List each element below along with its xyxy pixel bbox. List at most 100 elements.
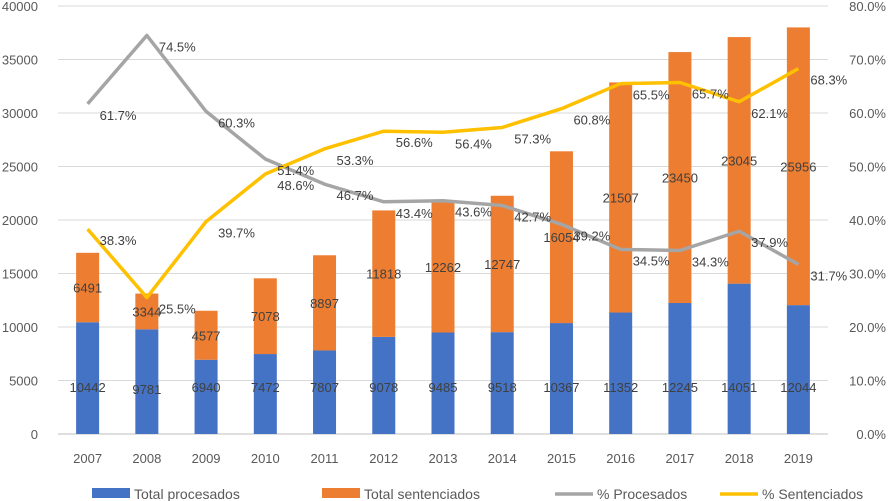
x-tick-label: 2019 — [784, 451, 813, 466]
line-value-label: 74.5% — [159, 39, 196, 54]
bar-sentenciados — [490, 195, 514, 333]
x-tick-label: 2007 — [73, 451, 102, 466]
bar-sentenciados — [431, 201, 455, 333]
y-tick-label: 35000 — [2, 53, 38, 68]
bar-procesados — [609, 312, 633, 434]
bar-procesados — [135, 329, 159, 434]
bar-value-label: 12262 — [425, 260, 461, 275]
x-tick-label: 2010 — [251, 451, 280, 466]
legend-label: % Sentenciados — [762, 486, 863, 501]
line-value-label: 53.3% — [337, 153, 374, 168]
bar-procesados — [549, 323, 573, 434]
y2-tick-label: 20.0% — [849, 320, 886, 335]
line-sentenciados — [86, 67, 800, 300]
line-value-label: 37.9% — [751, 235, 788, 250]
y2-tick-label: 80.0% — [849, 0, 886, 14]
bar-sentenciados — [253, 278, 277, 355]
bar-value-label: 12245 — [662, 380, 698, 395]
y-tick-label: 5000 — [9, 374, 38, 389]
bar-procesados — [372, 336, 396, 434]
bar-procesados — [253, 354, 277, 434]
bar-value-label: 12747 — [484, 257, 520, 272]
y-tick-label: 10000 — [2, 320, 38, 335]
legend-label: % Procesados — [597, 486, 687, 501]
x-tick-label: 2016 — [606, 451, 635, 466]
bar-value-label: 7078 — [251, 309, 280, 324]
bar-value-label: 9781 — [132, 382, 161, 397]
y2-tick-label: 10.0% — [849, 374, 886, 389]
x-tick-label: 2008 — [132, 451, 161, 466]
y-tick-label: 30000 — [2, 106, 38, 121]
line-value-label: 61.7% — [100, 108, 137, 123]
line-value-label: 48.6% — [277, 178, 314, 193]
bar-sentenciados — [609, 82, 633, 313]
bar-value-label: 11352 — [603, 380, 638, 395]
bar-sentenciados — [76, 252, 100, 323]
bar-value-label: 3344 — [132, 304, 161, 319]
bar-value-label: 10367 — [543, 380, 579, 395]
x-tick-label: 2011 — [311, 451, 339, 466]
line-value-label: 65.7% — [692, 87, 729, 102]
y2-tick-label: 30.0% — [849, 267, 886, 282]
bar-procesados — [76, 322, 100, 434]
y-tick-label: 20000 — [2, 213, 38, 228]
bar-procesados — [668, 302, 692, 434]
line-value-label: 31.7% — [810, 268, 847, 283]
line-value-label: 60.3% — [218, 115, 255, 130]
bar-sentenciados — [313, 255, 337, 351]
line-value-label: 38.3% — [100, 233, 137, 248]
data-labels: 10442 6491 9781 3344 6940 4577 7472 7078 7807 889… — [70, 39, 848, 397]
bar-value-label: 9078 — [369, 380, 398, 395]
lines — [86, 33, 800, 300]
bar-value-label: 9518 — [488, 380, 517, 395]
y2-tick-label: 40.0% — [849, 213, 886, 228]
line-value-label: 34.5% — [633, 253, 670, 268]
y-axis-right: 0.0% 10.0% 20.0% 30.0% 40.0% 50.0% 60.0% 70.0% 8… — [849, 0, 886, 442]
bar-value-label: 23450 — [662, 171, 698, 186]
bar-value-label: 6491 — [73, 281, 102, 296]
x-tick-label: 2009 — [192, 451, 221, 466]
bar-sentenciados — [194, 310, 218, 360]
bar-value-label: 14051 — [721, 380, 757, 395]
bar-value-label: 7807 — [310, 380, 339, 395]
line-value-label: 51.4% — [277, 163, 314, 178]
bar-value-label: 11818 — [366, 267, 401, 282]
bar-value-label: 9485 — [429, 380, 458, 395]
bar-value-label: 6940 — [192, 380, 221, 395]
line-value-label: 68.3% — [810, 73, 847, 88]
y-tick-label: 40000 — [2, 0, 38, 14]
line-value-label: 43.4% — [396, 206, 433, 221]
bar-value-label: 4577 — [192, 328, 221, 343]
line-value-label: 42.7% — [514, 210, 551, 225]
legend-label: Total procesados — [134, 486, 240, 501]
y2-tick-label: 50.0% — [849, 160, 886, 175]
x-tick-label: 2012 — [369, 451, 398, 466]
line-value-label: 39.2% — [573, 228, 610, 243]
x-tick-label: 2015 — [547, 451, 576, 466]
x-tick-label: 2014 — [488, 451, 517, 466]
y-tick-label: 15000 — [2, 267, 38, 282]
bar-procesados — [431, 332, 455, 434]
bar-value-label: 25956 — [780, 159, 816, 174]
line-value-label: 43.6% — [455, 205, 492, 220]
legend-swatch — [322, 488, 360, 498]
bar-sentenciados — [668, 52, 692, 303]
bar-procesados — [727, 283, 751, 434]
bar-value-label: 23045 — [721, 153, 757, 168]
line-value-label: 65.5% — [633, 88, 670, 103]
x-tick-label: 2013 — [429, 451, 458, 466]
bar-value-label: 7472 — [251, 380, 280, 395]
line-value-label: 57.3% — [514, 131, 551, 146]
bar-sentenciados — [549, 151, 573, 324]
bars — [76, 27, 810, 434]
y2-tick-label: 0.0% — [856, 427, 886, 442]
bar-procesados — [313, 350, 337, 434]
y-tick-label: 0 — [31, 427, 38, 442]
line-value-label: 60.8% — [573, 113, 610, 128]
y2-tick-label: 60.0% — [849, 106, 886, 121]
line-value-label: 56.4% — [455, 136, 492, 151]
line-value-label: 62.1% — [751, 106, 788, 121]
bar-procesados — [194, 359, 218, 434]
line-value-label: 34.3% — [692, 254, 729, 269]
